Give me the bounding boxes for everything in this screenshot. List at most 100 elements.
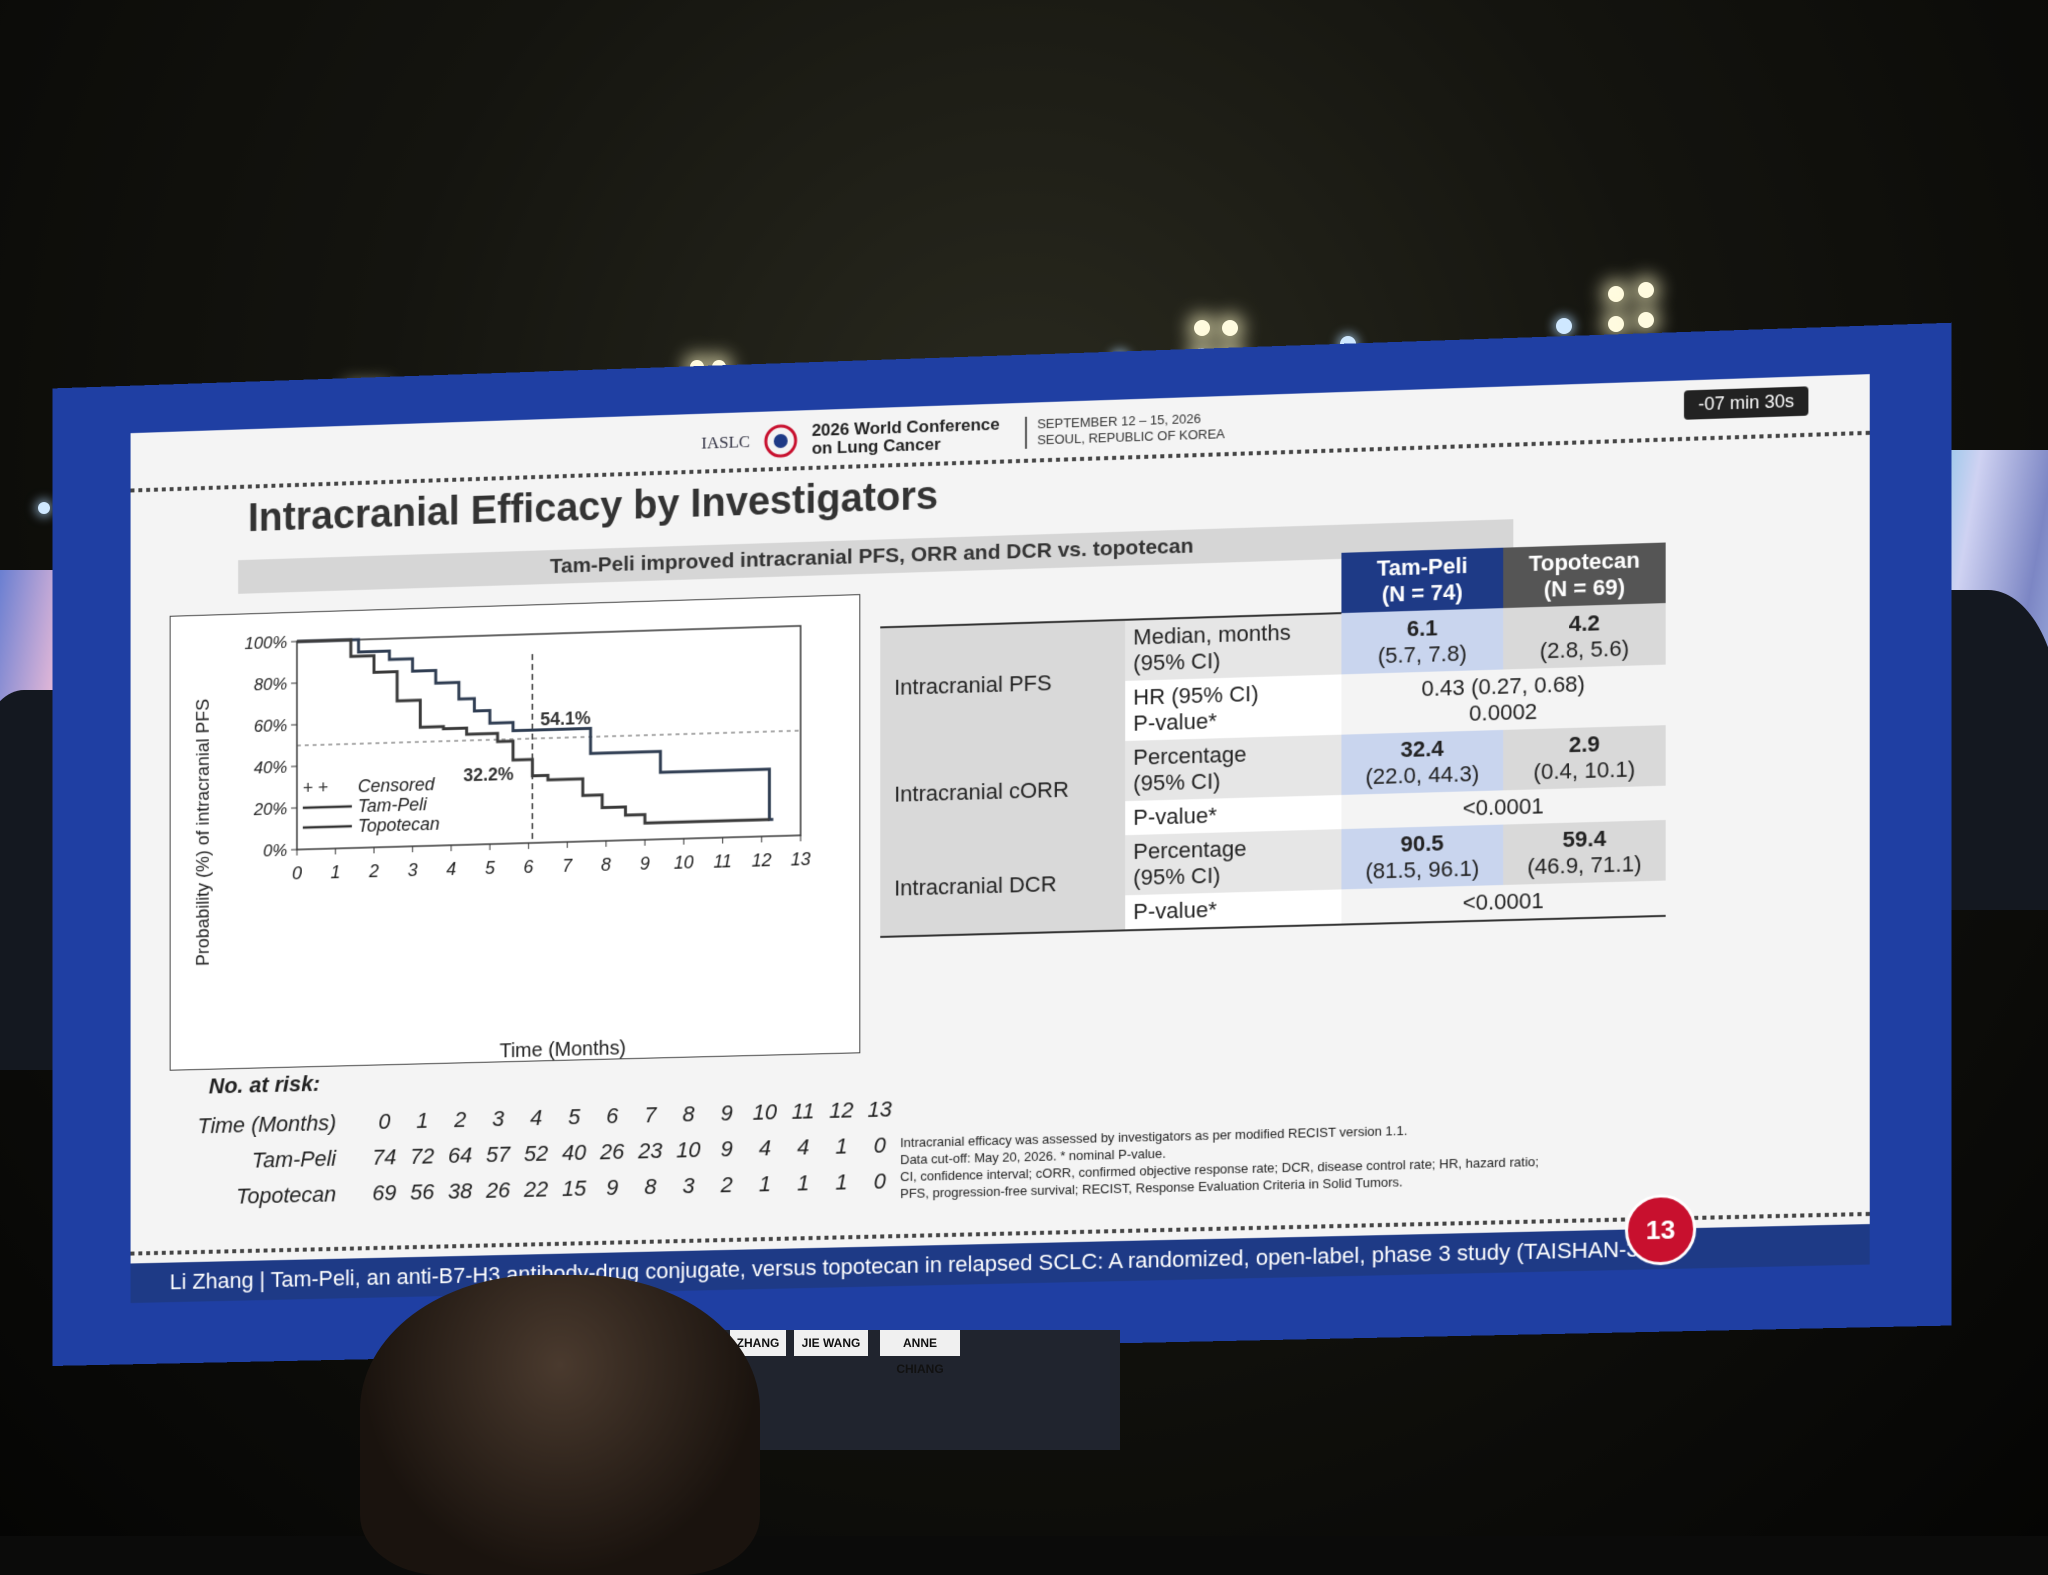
- risk-cell: 23: [631, 1138, 669, 1165]
- risk-cell: 56: [404, 1179, 441, 1206]
- x-tick-label: 7: [562, 856, 573, 876]
- risk-cell: 0: [861, 1168, 899, 1195]
- x-tick-label: 13: [791, 849, 811, 870]
- risk-title: No. at risk:: [209, 1071, 320, 1100]
- risk-cell: 26: [479, 1177, 516, 1204]
- pfs-hr-value: 0.43 (0.27, 0.68)0.0002: [1341, 665, 1665, 735]
- y-tick-label: 100%: [245, 633, 288, 653]
- x-tick-label: 9: [640, 853, 650, 873]
- risk-cell: 1: [822, 1133, 860, 1160]
- risk-cell: 22: [517, 1176, 555, 1203]
- x-tick-label: 2: [368, 861, 379, 881]
- risk-cell: 7: [631, 1102, 669, 1129]
- dcr-pct-label: Percentage(95% CI): [1125, 829, 1341, 895]
- orr-top-value: 2.9(0.4, 10.1): [1503, 725, 1666, 790]
- risk-cell: 1: [746, 1171, 784, 1198]
- dcr-p-value: <0.0001: [1341, 881, 1665, 925]
- x-tick-label: 3: [408, 860, 418, 880]
- wclc-emblem-icon: [764, 423, 798, 458]
- dcr-top-value: 59.4(46.9, 71.1): [1503, 820, 1666, 885]
- dcr-tam-value: 90.5(81.5, 96.1): [1341, 825, 1503, 890]
- y-tick-label: 60%: [254, 716, 287, 736]
- orr-tam-value: 32.4(22.0, 44.3): [1341, 730, 1503, 795]
- main-presentation-screen: IASLC 2026 World Conference on Lung Canc…: [53, 323, 1952, 1366]
- nameplate: ANNE CHIANG: [880, 1330, 960, 1356]
- risk-cell: 0: [861, 1132, 899, 1159]
- risk-cell: 10: [746, 1099, 784, 1126]
- risk-cell: 2: [708, 1172, 746, 1199]
- legend-swatch: [303, 826, 352, 827]
- risk-cell: 1: [784, 1170, 822, 1197]
- x-tick-label: 6: [524, 857, 534, 877]
- x-tick-label: 4: [446, 859, 456, 879]
- legend-label: Censored: [358, 774, 436, 796]
- risk-cell: 11: [784, 1098, 822, 1125]
- risk-cell: 57: [479, 1141, 516, 1168]
- risk-cell: 8: [631, 1174, 669, 1201]
- risk-cell: 15: [555, 1175, 593, 1202]
- annotation-label: 54.1%: [540, 708, 591, 730]
- risk-cell: 69: [366, 1180, 403, 1207]
- x-tick-label: 8: [601, 855, 611, 875]
- risk-row-label: Topotecan: [170, 1182, 337, 1212]
- risk-cell: 74: [366, 1144, 403, 1171]
- conference-header: IASLC 2026 World Conference on Lung Canc…: [701, 408, 1225, 462]
- y-tick-label: 40%: [254, 758, 287, 778]
- x-tick-label: 10: [674, 852, 694, 873]
- risk-cell: 4: [746, 1135, 784, 1162]
- slide: IASLC 2026 World Conference on Lung Canc…: [131, 374, 1870, 1303]
- orr-pct-label: Percentage(95% CI): [1125, 735, 1341, 801]
- risk-cell: 72: [404, 1143, 441, 1170]
- risk-cell: 4: [784, 1134, 822, 1161]
- x-tick-label: 12: [752, 850, 772, 871]
- risk-cell: 52: [517, 1141, 555, 1168]
- footnotes: Intracranial efficacy was assessed by in…: [900, 1115, 1686, 1202]
- risk-cell: 3: [479, 1106, 516, 1133]
- km-chart: Probability (%) of intracranial PFS Time…: [170, 594, 861, 1071]
- risk-cell: 6: [593, 1103, 631, 1130]
- header-tam-peli: Tam-Peli(N = 74): [1341, 548, 1503, 613]
- pfs-hr-label: HR (95% CI)P-value*: [1125, 674, 1341, 741]
- risk-cell: 5: [555, 1104, 593, 1131]
- legend-swatch: [303, 806, 352, 807]
- y-tick-label: 0%: [263, 841, 287, 861]
- risk-cell: 40: [555, 1140, 593, 1167]
- risk-cell: 10: [670, 1137, 708, 1164]
- iaslc-logo: IASLC: [701, 432, 750, 454]
- risk-row-label: Time (Months): [170, 1110, 337, 1140]
- risk-cell: 12: [822, 1097, 860, 1124]
- legend-censored-marks: + +: [303, 777, 329, 798]
- risk-row-label: Tam-Peli: [170, 1146, 337, 1176]
- risk-cell: 1: [404, 1108, 441, 1135]
- risk-cell: 1: [822, 1169, 860, 1196]
- row-label-corr: Intracranial cORR: [880, 741, 1125, 842]
- risk-cell: 8: [670, 1101, 708, 1128]
- x-tick-label: 1: [331, 862, 341, 882]
- legend-label: Topotecan: [358, 814, 440, 836]
- risk-cell: 9: [708, 1136, 746, 1163]
- x-tick-label: 11: [713, 851, 732, 872]
- risk-cell: 0: [366, 1108, 403, 1135]
- chart-frame: [170, 594, 861, 1071]
- risk-cell: 2: [441, 1107, 478, 1134]
- presentation-timer: -07 min 30s: [1684, 386, 1808, 419]
- conference-dates: SEPTEMBER 12 – 15, 2026 SEOUL, REPUBLIC …: [1025, 410, 1225, 449]
- risk-cell: 13: [861, 1096, 899, 1123]
- risk-cell: 38: [441, 1178, 478, 1205]
- y-tick-label: 80%: [254, 674, 287, 694]
- y-tick-label: 20%: [253, 799, 287, 819]
- risk-cell: 26: [593, 1139, 631, 1166]
- row-label-pfs: Intracranial PFS: [880, 620, 1125, 748]
- pfs-top-value: 4.2(2.8, 5.6): [1503, 603, 1666, 669]
- efficacy-table: Tam-Peli(N = 74) Topotecan(N = 69) Intra…: [880, 543, 1665, 938]
- x-tick-label: 5: [485, 858, 495, 878]
- row-label-dcr: Intracranial DCR: [880, 835, 1125, 937]
- x-axis-label: Time (Months): [500, 1037, 627, 1062]
- x-tick-label: 0: [292, 863, 302, 883]
- legend-label: Tam-Peli: [358, 794, 428, 816]
- audience-head: [360, 1275, 760, 1575]
- conference-title: 2026 World Conference on Lung Cancer: [812, 415, 1011, 458]
- header-topotecan: Topotecan(N = 69): [1503, 543, 1666, 609]
- pfs-median-label: Median, months(95% CI): [1125, 613, 1341, 681]
- dcr-p-label: P-value*: [1125, 889, 1341, 930]
